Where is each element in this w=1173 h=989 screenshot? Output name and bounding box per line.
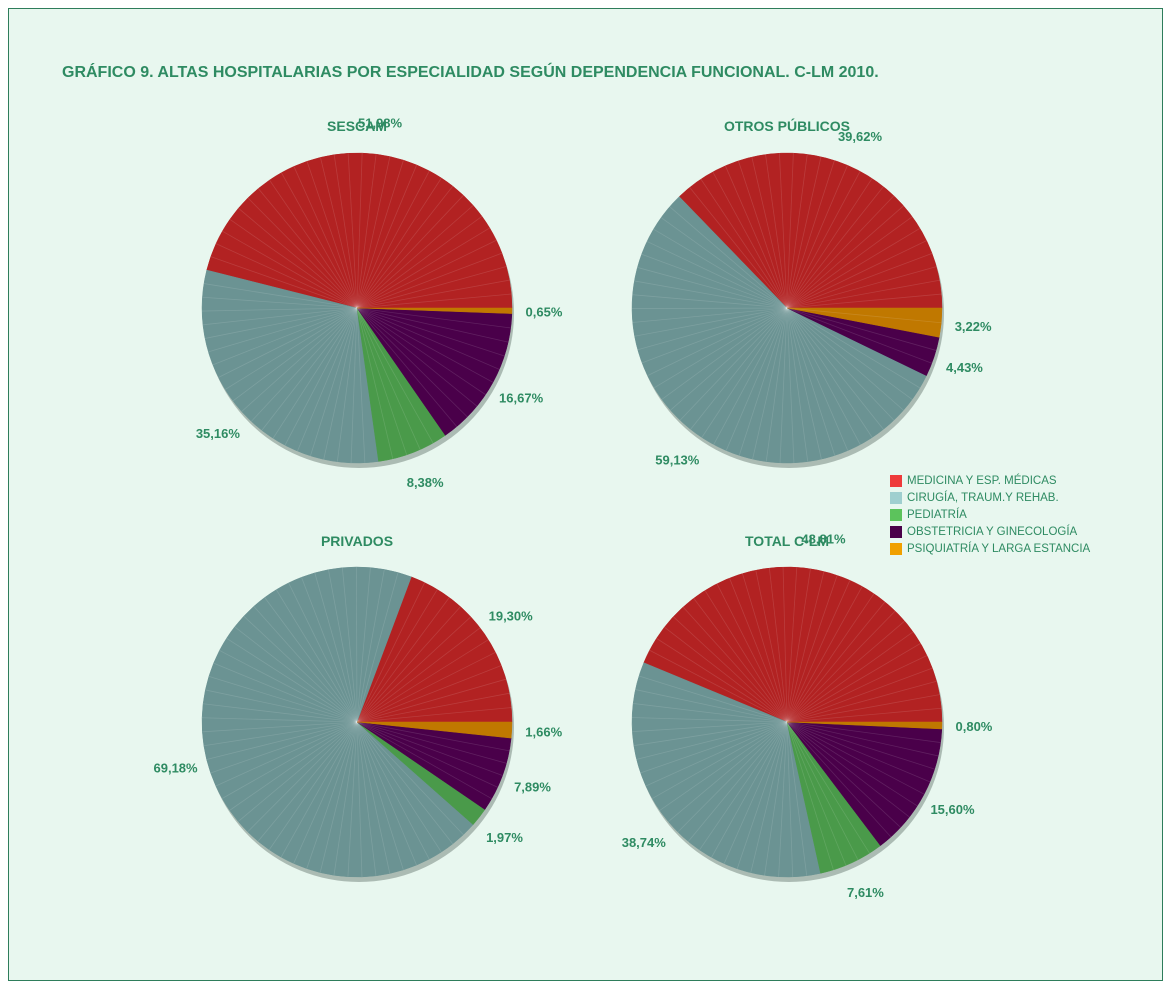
pie-title: TOTAL C-LM [745, 533, 829, 549]
slice-label-psiquiatria-y-larga-estancia: 0,80% [956, 719, 993, 734]
slice-label-pediatria: 7,61% [847, 885, 884, 900]
pie-sescam: 51,98%35,16%8,38%16,67%0,65%SESCAM [196, 115, 563, 490]
slice-label-pediatria: 8,38% [407, 475, 444, 490]
pie-title: SESCAM [327, 118, 387, 134]
legend-item-medicina: MEDICINA Y ESP. MÉDICAS [890, 472, 1090, 489]
legend-item-pediatria: PEDIATRÍA [890, 506, 1090, 523]
legend-swatch [890, 543, 902, 555]
slice-label-pediatria: 1,97% [486, 830, 523, 845]
slice-label-medicina-y-esp-medicas: 19,30% [489, 608, 534, 623]
slice-label-obstetricia-y-ginecologia: 4,43% [946, 360, 983, 375]
slice-label-obstetricia-y-ginecologia: 7,89% [514, 780, 551, 795]
legend-label: PSIQUIATRÍA Y LARGA ESTANCIA [907, 543, 1090, 555]
slice-label-cirugia-traum-y-rehab: 38,74% [622, 835, 667, 850]
legend-label: OBSTETRICIA Y GINECOLOGÍA [907, 526, 1077, 538]
slice-label-psiquiatria-y-larga-estancia: 3,22% [955, 319, 992, 334]
legend-swatch [890, 475, 902, 487]
legend-swatch [890, 492, 902, 504]
legend-item-cirugia: CIRUGÍA, TRAUM.Y REHAB. [890, 489, 1090, 506]
slice-label-cirugia-traum-y-rehab: 69,18% [154, 760, 199, 775]
slice-label-obstetricia-y-ginecologia: 15,60% [930, 802, 975, 817]
slice-label-cirugia-traum-y-rehab: 59,13% [655, 452, 700, 467]
slice-label-cirugia-traum-y-rehab: 35,16% [196, 426, 241, 441]
legend-item-obstetricia: OBSTETRICIA Y GINECOLOGÍA [890, 523, 1090, 540]
pie-title: PRIVADOS [321, 533, 393, 549]
pie-otros-publicos: 39,62%59,13%4,43%3,22%OTROS PÚBLICOS [632, 117, 992, 468]
pie-title: OTROS PÚBLICOS [724, 117, 850, 134]
legend-item-psiquiatria: PSIQUIATRÍA Y LARGA ESTANCIA [890, 540, 1090, 557]
legend-label: CIRUGÍA, TRAUM.Y REHAB. [907, 492, 1059, 504]
slice-label-psiquiatria-y-larga-estancia: 0,65% [526, 304, 563, 319]
legend: MEDICINA Y ESP. MÉDICAS CIRUGÍA, TRAUM.Y… [890, 472, 1090, 557]
legend-label: MEDICINA Y ESP. MÉDICAS [907, 475, 1057, 487]
legend-swatch [890, 526, 902, 538]
slice-label-obstetricia-y-ginecologia: 16,67% [499, 391, 544, 406]
slice-label-psiquiatria-y-larga-estancia: 1,66% [525, 725, 562, 740]
legend-swatch [890, 509, 902, 521]
pie-total-c-lm: 48,81% 38,74% 7,61% 15,60% 0,80% TOTAL C-LM [622, 532, 993, 900]
pie-privados: 19,30% 69,18% 1,97% 7,89% 1,66% PRIVADOS [154, 533, 563, 882]
legend-label: PEDIATRÍA [907, 509, 967, 521]
